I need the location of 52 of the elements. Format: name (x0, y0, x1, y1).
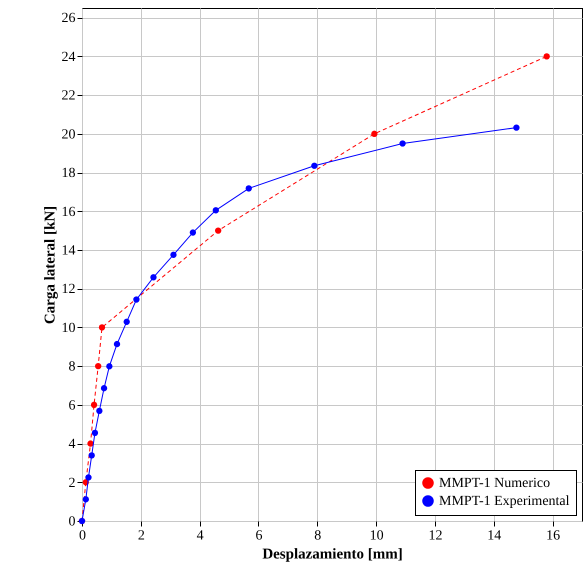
point (212, 207, 219, 214)
y-tick-label: 6 (68, 398, 76, 414)
x-tick-label: 8 (314, 528, 322, 544)
point (106, 363, 113, 370)
point (88, 452, 95, 459)
y-tick-label: 2 (68, 476, 76, 491)
point (124, 318, 130, 325)
point (133, 296, 140, 303)
point (96, 408, 103, 414)
y-tick-label: 14 (62, 243, 76, 258)
x-tick-label: 12 (428, 528, 442, 544)
point (150, 274, 157, 280)
x-tick-label: 16 (546, 528, 560, 544)
point (170, 252, 177, 258)
point (95, 362, 102, 370)
x-tick-label: 4 (196, 528, 204, 544)
x-tick-label: 14 (487, 528, 502, 544)
point (92, 430, 98, 436)
y-tick-label: 24 (62, 50, 76, 65)
point (87, 440, 94, 447)
y-tick-label: 18 (62, 166, 76, 182)
point (82, 496, 89, 502)
y-tick-label: 4 (68, 437, 76, 452)
y-tick-label: 12 (62, 282, 76, 298)
x-axis-title: Desplazamiento [mm] (262, 546, 403, 562)
y-tick-label: 8 (68, 360, 76, 375)
point (311, 162, 318, 169)
point (190, 229, 196, 236)
x-tick-label: 2 (138, 528, 145, 544)
point (513, 124, 520, 131)
point (85, 474, 92, 481)
legend-label: MMPT-1 Experimental (439, 494, 570, 509)
point (399, 140, 406, 147)
y-tick-label: 10 (62, 320, 76, 336)
point (544, 53, 550, 60)
y-tick-label: 26 (62, 11, 76, 26)
legend-label: MMPT-1 Numerico (439, 476, 550, 491)
point (371, 130, 378, 137)
x-tick-label: 6 (255, 528, 262, 544)
point (90, 402, 98, 408)
y-tick-label: 16 (62, 204, 76, 220)
point (215, 227, 222, 234)
x-tick-label: 10 (370, 528, 384, 544)
point (98, 324, 106, 331)
point (100, 385, 108, 392)
point (114, 340, 120, 348)
x-tick-label: 0 (79, 528, 86, 544)
y-tick-label: 0 (68, 514, 76, 530)
point (246, 185, 252, 192)
y-axis-title: Carga lateral [kN] (42, 206, 58, 324)
y-tick-label: 20 (62, 127, 76, 142)
y-tick-label: 22 (62, 88, 76, 104)
